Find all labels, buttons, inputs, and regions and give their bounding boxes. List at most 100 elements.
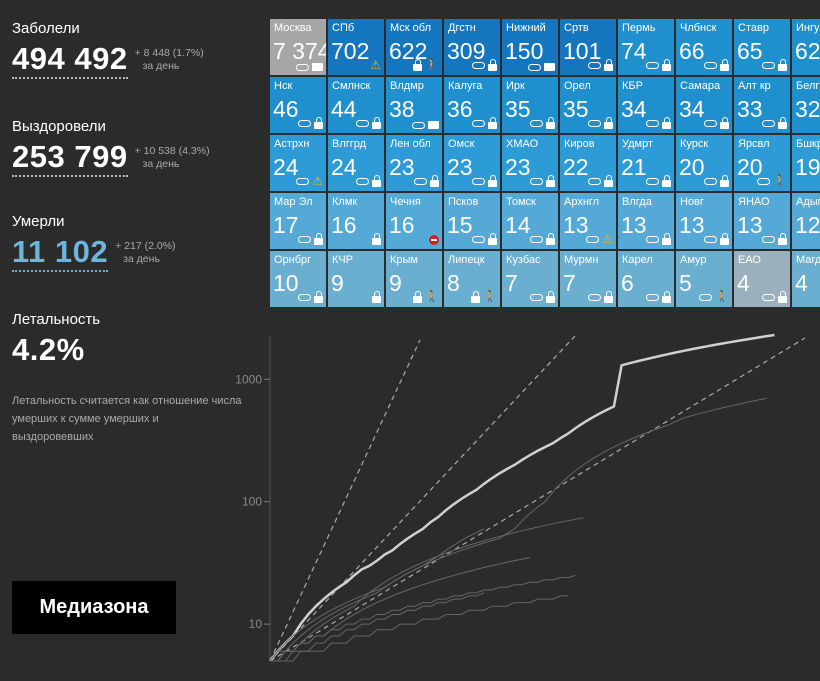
region-tile[interactable]: Нск 46 bbox=[270, 77, 326, 133]
region-tile[interactable]: Томск 14 bbox=[502, 193, 558, 249]
region-tile[interactable]: Чечня 16 bbox=[386, 193, 442, 249]
region-tile[interactable]: Ярсвл 20 🚶 bbox=[734, 135, 790, 191]
region-value: 74 bbox=[621, 38, 647, 64]
region-tile[interactable]: Астрхн 24 ⚠ bbox=[270, 135, 326, 191]
region-tile[interactable]: Ирк 35 bbox=[502, 77, 558, 133]
region-tile[interactable]: Алт кр 33 bbox=[734, 77, 790, 133]
region-icons bbox=[528, 63, 555, 71]
stat-cases-value[interactable]: 494 492 bbox=[12, 43, 128, 79]
region-tile[interactable]: Пермь 74 bbox=[618, 19, 674, 75]
region-tile[interactable]: Удмрт 21 bbox=[618, 135, 674, 191]
region-tile[interactable]: Ставр 65 bbox=[734, 19, 790, 75]
lock-icon bbox=[413, 291, 423, 303]
y-tick-label: 1000 bbox=[235, 372, 262, 386]
region-tile[interactable]: ХМАО 23 bbox=[502, 135, 558, 191]
y-tick-label: 10 bbox=[249, 617, 263, 631]
region-value: 19 bbox=[795, 154, 820, 180]
region-tile[interactable]: Орел 35 bbox=[560, 77, 616, 133]
region-tile[interactable]: Влггрд 24 bbox=[328, 135, 384, 191]
region-name: Самара bbox=[680, 80, 721, 92]
region-icons bbox=[762, 59, 787, 71]
region-icons: 🚶 bbox=[413, 291, 439, 303]
region-tile[interactable]: Омск 23 bbox=[444, 135, 500, 191]
region-name: ХМАО bbox=[506, 138, 539, 150]
region-icons bbox=[704, 59, 729, 71]
region-name: Алт кр bbox=[738, 80, 771, 92]
region-tile[interactable]: Крым 9 🚶 bbox=[386, 251, 442, 307]
region-tile[interactable]: Смлнск 44 bbox=[328, 77, 384, 133]
region-value: 702 bbox=[331, 38, 370, 64]
mask-icon bbox=[588, 120, 601, 127]
region-name: Томск bbox=[506, 196, 536, 208]
region-icons bbox=[472, 117, 497, 129]
mortality-note: Летальность считается как отношение числ… bbox=[12, 395, 242, 443]
region-icons: 🚶 bbox=[699, 292, 729, 303]
region-tile[interactable]: Клмк 16 bbox=[328, 193, 384, 249]
series-line bbox=[269, 397, 767, 662]
region-name: Лен обл bbox=[390, 138, 431, 150]
region-tile[interactable]: Члбнск 66 bbox=[676, 19, 732, 75]
region-value: 46 bbox=[273, 96, 299, 122]
stat-deaths-per: за день bbox=[123, 253, 160, 265]
region-tile[interactable]: Самара 34 bbox=[676, 77, 732, 133]
region-tile[interactable]: СПб 702 ⚠ bbox=[328, 19, 384, 75]
region-tile[interactable]: Новг 13 bbox=[676, 193, 732, 249]
lock-icon bbox=[413, 59, 423, 71]
stat-deaths-value[interactable]: 11 102 bbox=[12, 236, 109, 272]
region-tile[interactable]: Мар Эл 17 bbox=[270, 193, 326, 249]
region-tile[interactable]: Липецк 8 🚶 bbox=[444, 251, 500, 307]
region-tile[interactable]: Псков 15 bbox=[444, 193, 500, 249]
region-tile[interactable]: Сртв 101 bbox=[560, 19, 616, 75]
region-tile[interactable]: Белгр 32 bbox=[792, 77, 820, 133]
region-tile[interactable]: Амур 5 🚶 bbox=[676, 251, 732, 307]
region-tile[interactable]: Ингуш 62 bbox=[792, 19, 820, 75]
region-tile[interactable]: Дгстн 309 bbox=[444, 19, 500, 75]
region-tile[interactable]: Нижний 150 bbox=[502, 19, 558, 75]
stat-recovered-value[interactable]: 253 799 bbox=[12, 141, 128, 177]
region-value: 622 bbox=[389, 38, 428, 64]
region-name: Киров bbox=[564, 138, 595, 150]
stat-recovered-label: Выздоровели bbox=[12, 118, 106, 135]
region-tile[interactable]: Влгда 13 bbox=[618, 193, 674, 249]
region-tile[interactable]: Мурмн 7 bbox=[560, 251, 616, 307]
region-name: Дгстн bbox=[448, 22, 476, 34]
region-value: 12 bbox=[795, 212, 820, 238]
region-tile[interactable]: Орнбрг 10 bbox=[270, 251, 326, 307]
region-tile[interactable]: КЧР 9 bbox=[328, 251, 384, 307]
region-tile[interactable]: Мск обл 622 🚶 bbox=[386, 19, 442, 75]
region-name: Мск обл bbox=[390, 22, 431, 34]
region-tile[interactable]: КБР 34 bbox=[618, 77, 674, 133]
region-tile[interactable]: ЯНАО 13 bbox=[734, 193, 790, 249]
region-tile[interactable]: Магд 4 bbox=[792, 251, 820, 307]
mask-icon bbox=[699, 294, 713, 301]
region-tile[interactable]: Влдмр 38 bbox=[386, 77, 442, 133]
region-name: Кузбас bbox=[506, 254, 541, 266]
region-name: Смлнск bbox=[332, 80, 371, 92]
lock-icon bbox=[372, 117, 381, 129]
region-value: 36 bbox=[447, 96, 473, 122]
region-tile[interactable]: Лен обл 23 bbox=[386, 135, 442, 191]
mediazona-logo[interactable]: Медиазона bbox=[12, 581, 176, 634]
region-name: ЯНАО bbox=[738, 196, 770, 208]
region-tile[interactable]: Курск 20 bbox=[676, 135, 732, 191]
region-icons bbox=[530, 291, 555, 303]
region-icons bbox=[298, 233, 323, 245]
region-tile[interactable]: Карел 6 bbox=[618, 251, 674, 307]
region-tile[interactable]: Бшкр 19 bbox=[792, 135, 820, 191]
region-tile[interactable]: Адыг 12 bbox=[792, 193, 820, 249]
mask-icon bbox=[586, 235, 600, 243]
region-tile[interactable]: Кузбас 7 bbox=[502, 251, 558, 307]
region-value: 16 bbox=[389, 212, 415, 238]
walking-icon: 🚶 bbox=[425, 59, 439, 71]
region-value: 13 bbox=[737, 212, 763, 238]
region-value: 6 bbox=[621, 270, 634, 296]
region-tile[interactable]: Калуга 36 bbox=[444, 77, 500, 133]
y-tick-label: 100 bbox=[242, 495, 262, 509]
region-name: Ирк bbox=[506, 80, 525, 92]
region-tile[interactable]: Москва 7 374 bbox=[270, 19, 326, 75]
region-tile[interactable]: Архнгл 13 ⚠ bbox=[560, 193, 616, 249]
region-tile[interactable]: ЕАО 4 bbox=[734, 251, 790, 307]
region-tile[interactable]: Киров 22 bbox=[560, 135, 616, 191]
warning-icon: ⚠ bbox=[370, 58, 381, 72]
region-value: 309 bbox=[447, 38, 486, 64]
